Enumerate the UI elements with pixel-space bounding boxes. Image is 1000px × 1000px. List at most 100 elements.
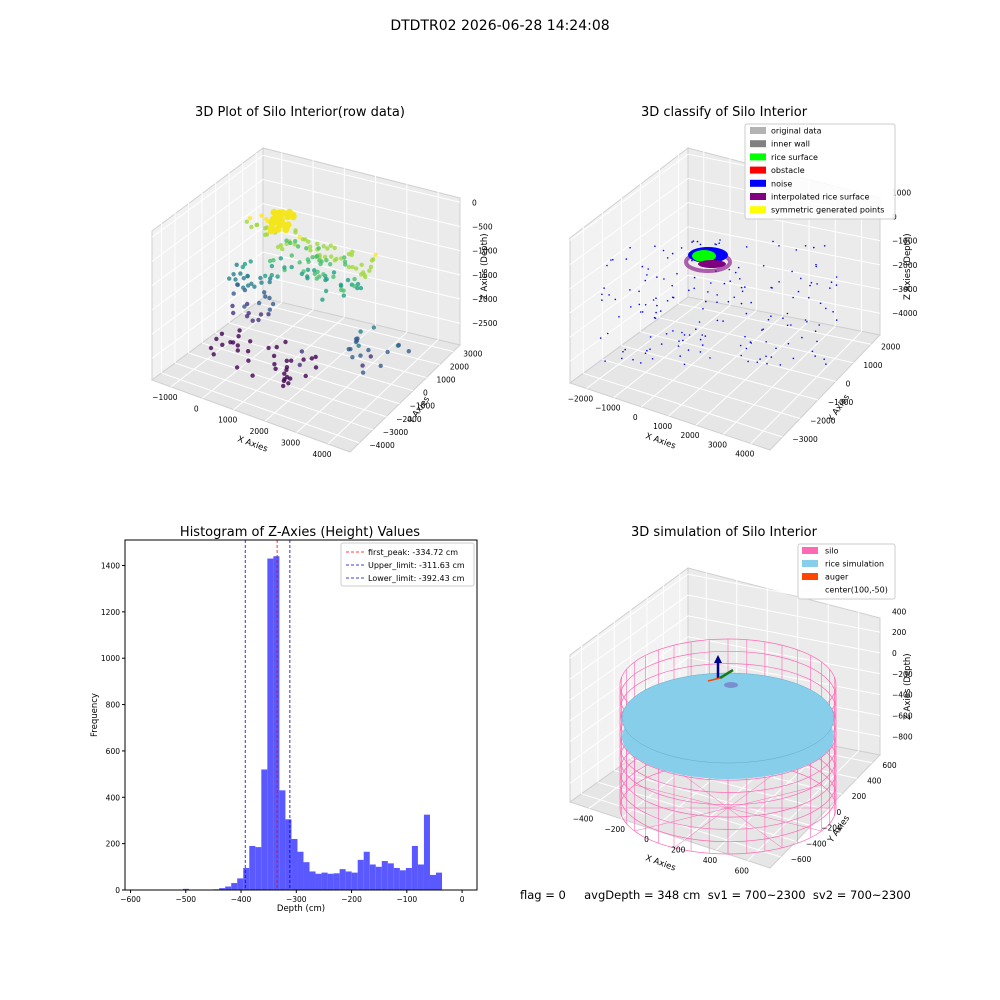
- raw-data-point: [332, 258, 338, 263]
- raw-data-point: [323, 273, 328, 279]
- raw-data-point: [268, 224, 275, 232]
- noise-point: [646, 349, 648, 352]
- histogram-y-axis-label: Frequency: [90, 693, 100, 737]
- classify-z-gridline: [569, 153, 689, 241]
- sim-y-gridline: [597, 781, 797, 842]
- raw-data-point: [274, 225, 282, 233]
- raw-data-point: [339, 287, 344, 293]
- noise-point: [688, 289, 690, 292]
- raw-data-point: [263, 273, 268, 279]
- classify-y-gridline: [678, 303, 872, 345]
- noise-point: [696, 240, 699, 243]
- raw-data-point: [320, 297, 325, 302]
- raw-data-point: [234, 262, 239, 267]
- raw-data-point: [324, 258, 329, 263]
- histogram-bar: [327, 873, 334, 890]
- histogram-bar: [375, 866, 382, 890]
- noise-point: [610, 259, 612, 261]
- noise-point: [815, 263, 817, 266]
- raw-x-gridline: [327, 339, 439, 445]
- raw-y-tick-label: 1000: [436, 376, 455, 385]
- raw-data-point: [269, 227, 277, 235]
- sim-x-tick-label: −400: [573, 814, 594, 823]
- raw-data-point: [245, 274, 250, 279]
- raw-data-point: [317, 274, 322, 279]
- raw-data-point: [355, 281, 361, 287]
- silo-floor-spoke: [673, 767, 729, 809]
- classify-z-gridline: [569, 178, 689, 265]
- raw-z-gridline: [262, 227, 461, 276]
- raw-data-point: [267, 227, 275, 235]
- noise-point: [739, 344, 742, 347]
- noise-point: [795, 249, 798, 251]
- raw-data-point: [281, 378, 287, 384]
- sim-y-tick-label: 200: [852, 792, 867, 801]
- raw-data-point: [283, 339, 288, 345]
- noise-point: [733, 296, 735, 299]
- raw-data-point: [266, 345, 271, 351]
- sim-z-tick-label: 200: [892, 628, 907, 637]
- raw-z-axis-label: Z Axies (Depth): [480, 233, 490, 300]
- raw-data-point: [354, 336, 359, 342]
- floor-pane: [568, 717, 882, 869]
- noise-point: [697, 249, 700, 252]
- histogram-legend-label: Lower_limit: -392.43 cm: [368, 574, 465, 583]
- classify-z-tick-label: −4000: [892, 309, 918, 318]
- raw-data-point: [272, 230, 278, 235]
- classify-legend-label: original data: [771, 127, 822, 136]
- classify-z-gridline: [569, 202, 689, 290]
- raw-z-gridline: [151, 203, 264, 287]
- sim-y-tick-label: −600: [791, 855, 812, 864]
- raw-data-point: [287, 239, 292, 244]
- sim-x-gridline: [747, 750, 860, 862]
- raw-data-point: [309, 356, 314, 361]
- raw-data-point: [258, 312, 264, 317]
- rice-body-side: [622, 695, 834, 779]
- raw-y-tick-label: 0: [423, 389, 428, 398]
- raw-z-tick-label: −2000: [472, 295, 498, 304]
- noise-point: [701, 334, 703, 336]
- raw-z-tick-label: −1500: [472, 271, 498, 280]
- noise-point: [745, 347, 748, 350]
- noise-point: [632, 358, 634, 361]
- raw-x-tick-label: 0: [194, 404, 199, 413]
- raw-data-point: [371, 257, 376, 262]
- raw-data-point: [284, 238, 289, 243]
- silo-ring: [619, 737, 837, 830]
- noise-point: [706, 255, 709, 257]
- histogram-bar: [423, 814, 430, 890]
- raw-data-point: [301, 357, 306, 362]
- histogram-bar: [321, 872, 328, 890]
- raw-x-axis-label: X Axies: [236, 434, 269, 454]
- noise-point: [792, 357, 795, 360]
- silo-floor-spoke: [727, 767, 783, 809]
- raw-data-point: [323, 277, 328, 283]
- raw-data-point: [288, 240, 293, 246]
- raw-data-point: [385, 349, 390, 355]
- raw-data-point: [278, 243, 284, 248]
- raw-x-gridline: [296, 331, 408, 433]
- raw-data-point: [259, 213, 264, 218]
- histogram-bar: [393, 867, 400, 890]
- back-pane: [262, 147, 461, 346]
- raw-data-point: [249, 281, 254, 286]
- noise-point: [809, 284, 811, 287]
- raw-data-point: [268, 219, 276, 226]
- raw-data-point: [371, 325, 376, 330]
- classify-x-gridline: [586, 299, 705, 389]
- raw-data-point: [269, 216, 277, 224]
- raw-data-point: [338, 283, 344, 289]
- noise-point: [818, 324, 820, 326]
- noise-point: [671, 252, 674, 255]
- sim-z-gridline: [687, 615, 881, 654]
- raw-data-point: [306, 239, 311, 244]
- noise-point: [792, 296, 794, 299]
- raw-y-gridline: [256, 302, 454, 353]
- raw-data-point: [245, 349, 251, 354]
- simulation-plot-title: 3D simulation of Silo Interior: [631, 525, 818, 540]
- auger-arrows: [707, 655, 734, 682]
- classify-z-gridline: [687, 226, 881, 266]
- noise-point: [666, 257, 669, 259]
- histogram-bar: [381, 861, 388, 890]
- raw-data-point: [245, 283, 251, 288]
